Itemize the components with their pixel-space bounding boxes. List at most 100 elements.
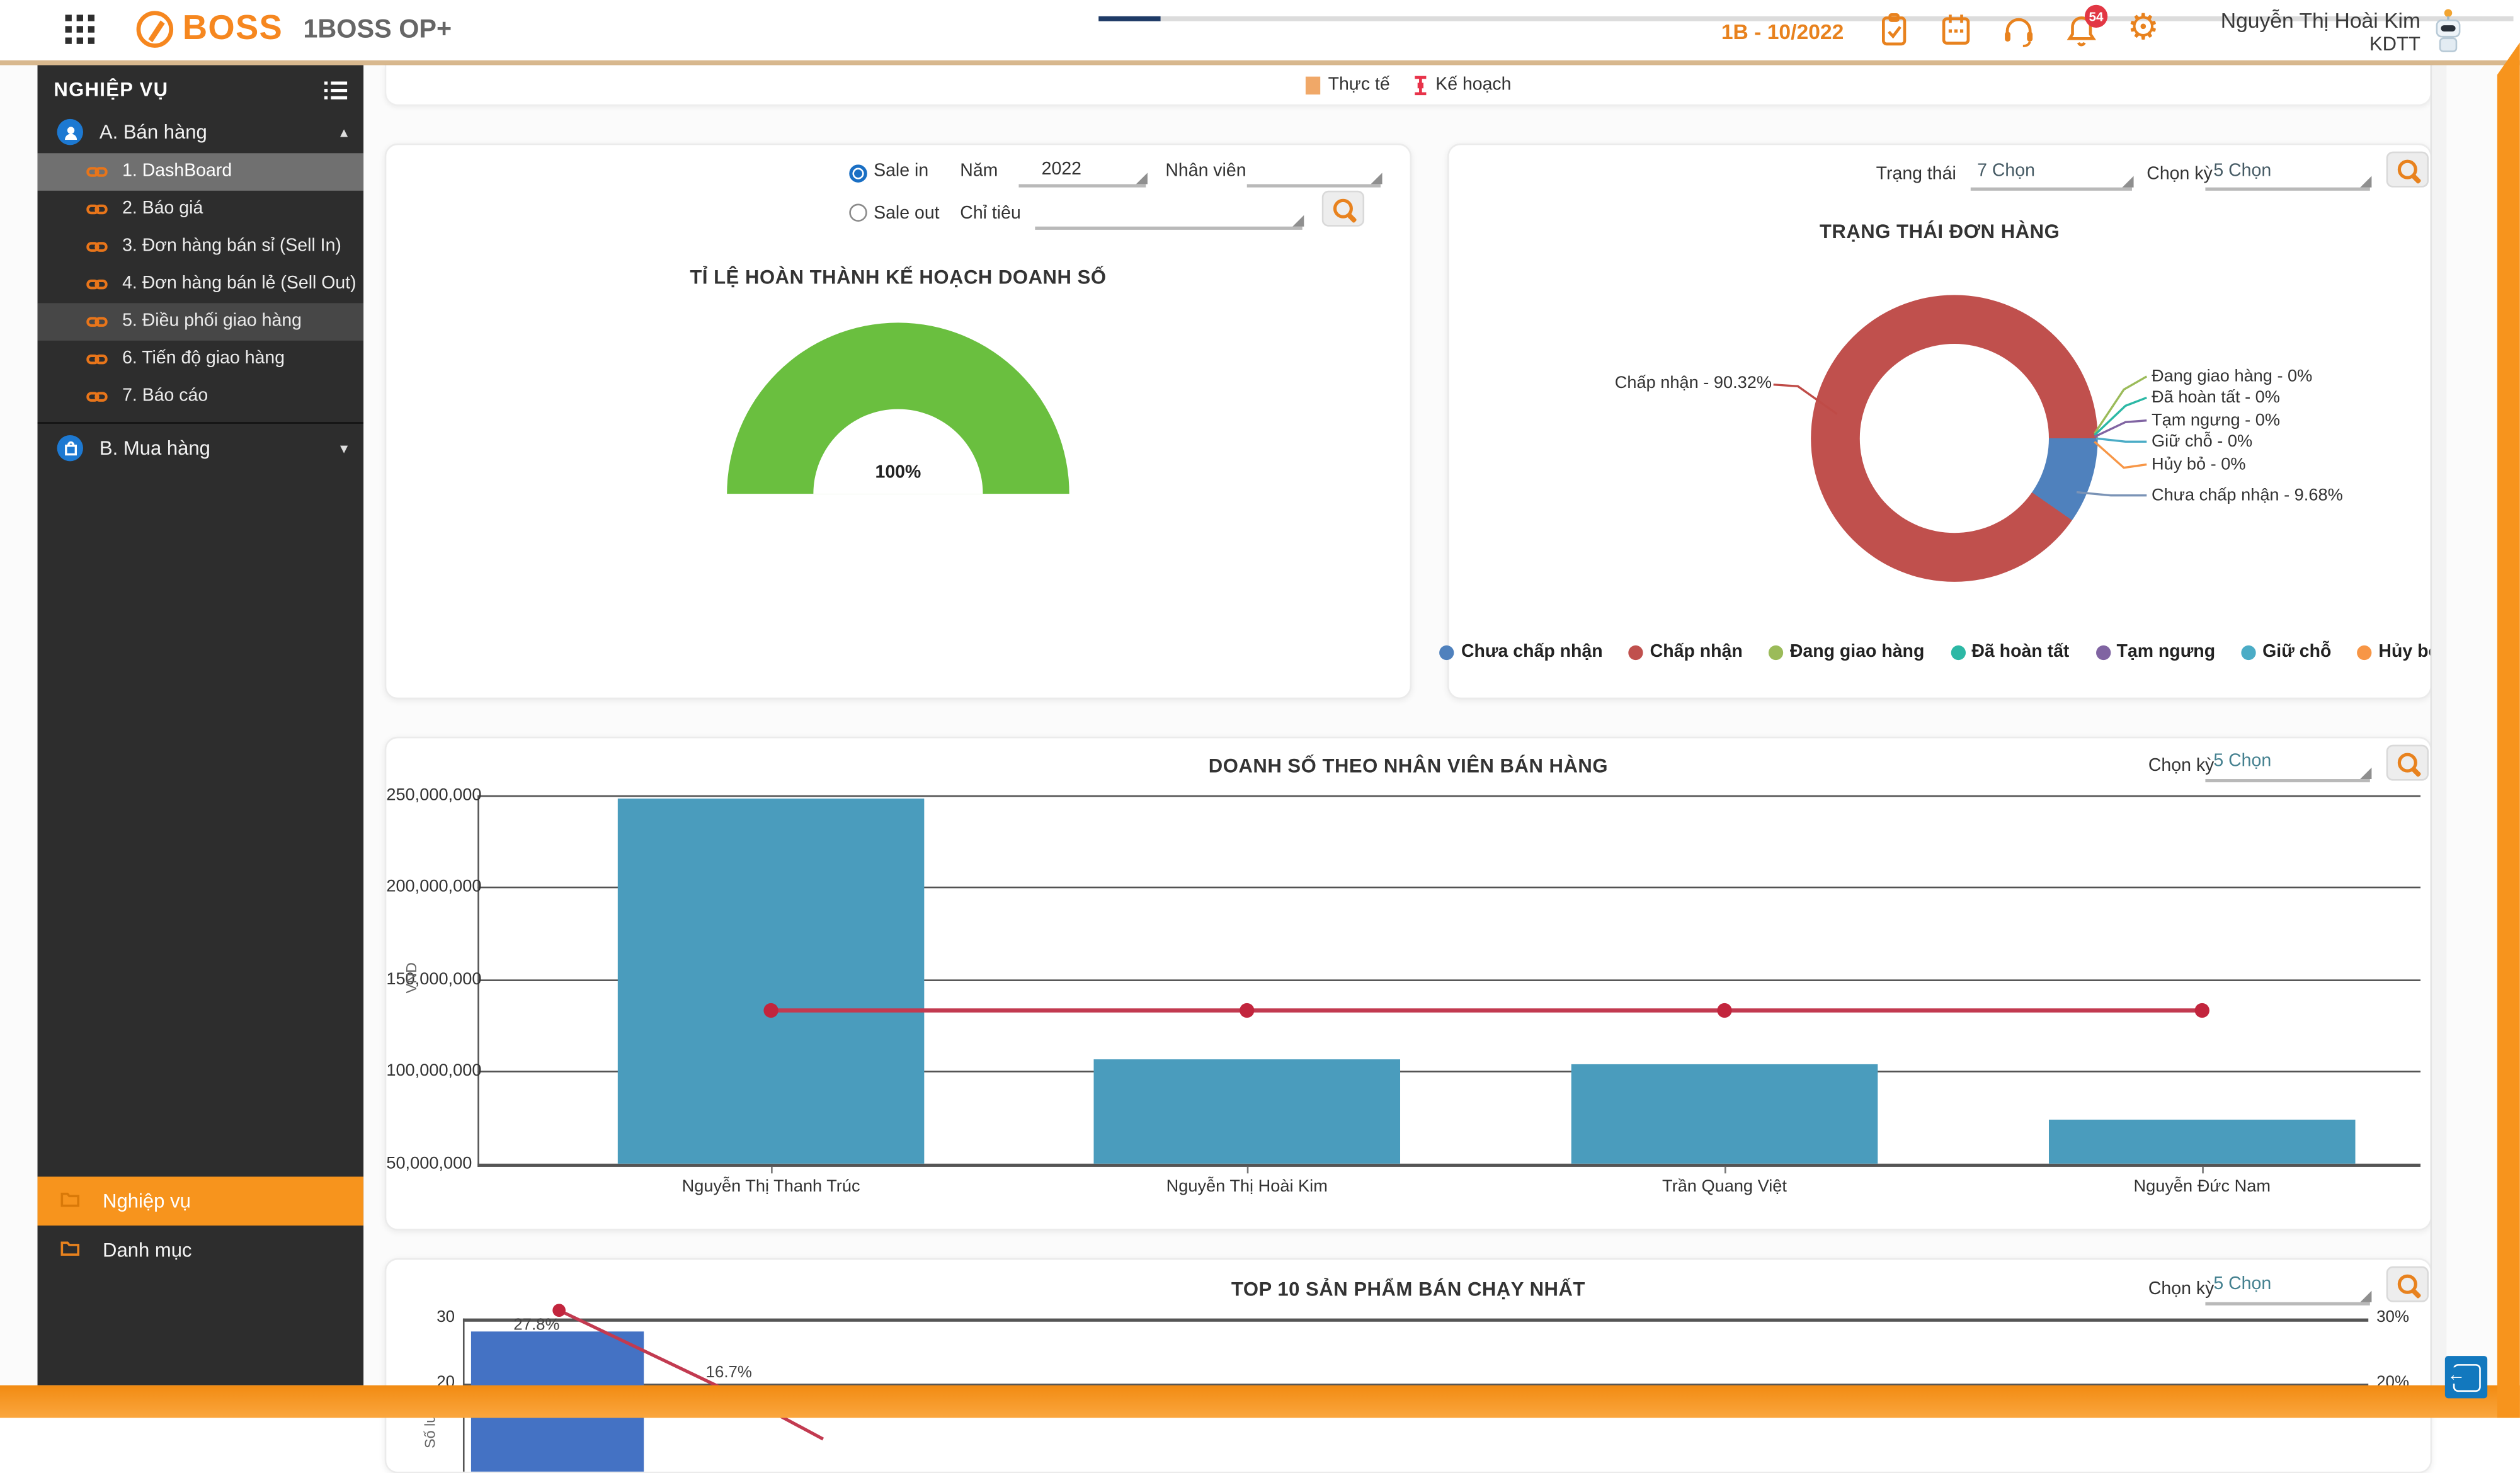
user-name: Nguyễn Thị Hoài Kim xyxy=(2220,8,2421,33)
legend-item[interactable]: Tạm ngưng xyxy=(2095,642,2215,662)
period-label: Chọn kỳ xyxy=(2147,164,2213,185)
status-select[interactable]: 7 Chọn xyxy=(1970,155,2134,191)
order-status-donut[interactable] xyxy=(1811,295,2098,582)
sidebar-item-delivery-dispatch[interactable]: 5. Điều phối giao hàng xyxy=(37,303,364,341)
folder-icon xyxy=(60,1240,80,1256)
bar-quang-viet[interactable] xyxy=(1571,1064,1878,1164)
topbar-divider xyxy=(0,60,2520,65)
x-tick xyxy=(1246,1166,1249,1174)
x-label: Trần Quang Việt xyxy=(1662,1176,1787,1197)
gauge-card: Sale in Năm 2022 Nhân viên Sale out Chỉ … xyxy=(384,143,1412,700)
sidebar-item-dashboard[interactable]: 1. DashBoard xyxy=(37,153,364,191)
link-icon xyxy=(86,277,108,292)
employee-select[interactable] xyxy=(1246,152,1383,188)
legend-item[interactable]: Hủy bỏ xyxy=(2357,642,2439,662)
sidebar-item-quotes[interactable]: 2. Báo giá xyxy=(38,191,364,229)
sidebar-footer-nghiep-vu[interactable]: Nghiệp vụ xyxy=(37,1176,364,1226)
sidebar-item-delivery-progress[interactable]: 6. Tiến độ giao hàng xyxy=(38,341,364,378)
legend-actual-label: Thực tế xyxy=(1328,75,1390,95)
vertical-scrollbar[interactable] xyxy=(2430,65,2447,1385)
horizontal-scrollbar[interactable] xyxy=(1098,16,2514,21)
top10-title: TOP 10 SẢN PHẨM BÁN CHẠY NHẤT xyxy=(1231,1277,1585,1301)
list-toggle-icon[interactable] xyxy=(324,81,348,100)
sidebar-item-reports[interactable]: 7. Báo cáo xyxy=(38,378,364,416)
bar-duc-nam[interactable] xyxy=(2048,1119,2356,1164)
legend-dot xyxy=(1629,644,1644,659)
callout-cancelled: Hủy bỏ - 0% xyxy=(2152,455,2246,475)
sidebar-item-label: 1. DashBoard xyxy=(122,161,232,181)
radio-sale-out[interactable] xyxy=(849,203,867,222)
collapse-arrow-icon[interactable]: ▲ xyxy=(337,125,351,140)
sidebar-item-sell-in[interactable]: 3. Đơn hàng bán sỉ (Sell In) xyxy=(38,228,364,266)
horizontal-scrollbar-thumb[interactable] xyxy=(1098,16,1161,21)
sidebar: NGHIỆP VỤ A. Bán hàng ▲ 1. DashBoard 2. … xyxy=(37,65,364,1385)
legend-item[interactable]: Đang giao hàng xyxy=(1769,642,1924,662)
right-tick: 30% xyxy=(2376,1309,2409,1327)
sidebar-item-label: 2. Báo giá xyxy=(122,198,203,219)
sales-search-button[interactable] xyxy=(2386,744,2429,781)
expand-arrow-icon[interactable]: ▼ xyxy=(337,441,351,457)
period-select[interactable]: 5 Chọn xyxy=(2205,746,2372,783)
target-label: Chỉ tiêu xyxy=(960,203,1021,224)
legend-item[interactable]: Đã hoàn tất xyxy=(1950,642,2069,662)
legend-dot xyxy=(2241,644,2256,659)
callout-not-accepted: Chưa chấp nhận - 9.68% xyxy=(2152,486,2343,506)
sidebar-footer-danh-muc[interactable]: Danh mục xyxy=(38,1226,364,1275)
year-select[interactable]: 2022 xyxy=(1018,152,1148,188)
legend-item[interactable]: Chấp nhận xyxy=(1629,642,1743,662)
period-indicator: 1B - 10/2022 xyxy=(1721,20,1844,44)
sidebar-item-label: 6. Tiến độ giao hàng xyxy=(122,348,285,368)
bar-thanh-truc[interactable] xyxy=(617,799,925,1164)
top10-search-button[interactable] xyxy=(2386,1266,2429,1302)
legend-item[interactable]: Giữ chỗ xyxy=(2241,642,2331,662)
exit-arrow-icon: ← xyxy=(2447,1363,2480,1391)
legend-dot xyxy=(1769,644,1784,659)
purchasing-section-icon xyxy=(57,435,83,462)
status-search-button[interactable] xyxy=(2386,151,2429,188)
x-tick xyxy=(1724,1166,1726,1174)
legend-item[interactable]: Chưa chấp nhận xyxy=(1440,642,1603,662)
sidebar-footer-label: Nghiệp vụ xyxy=(103,1190,191,1213)
support-headset-icon[interactable] xyxy=(2002,13,2036,47)
gauge-search-button[interactable] xyxy=(1321,190,1365,227)
y-tick: 50,000,000 xyxy=(386,1154,472,1174)
sales-section-icon xyxy=(57,118,83,145)
target-select[interactable] xyxy=(1035,194,1304,230)
app-grid-icon[interactable] xyxy=(65,14,95,44)
period-select[interactable]: 5 Chọn xyxy=(2205,1270,2372,1305)
app-title: 1BOSS OP+ xyxy=(303,16,452,44)
user-block[interactable]: Nguyễn Thị Hoài Kim KDTT xyxy=(2184,8,2420,57)
user-unit: KDTT xyxy=(2369,32,2421,55)
notification-badge: 54 xyxy=(2084,4,2108,28)
bar-hoai-kim[interactable] xyxy=(1093,1059,1401,1164)
callout-reserved: Giữ chỗ - 0% xyxy=(2152,431,2253,452)
period-label: Chọn kỳ xyxy=(2148,1279,2215,1299)
sidebar-item-sell-out[interactable]: 4. Đơn hàng bán lẻ (Sell Out) xyxy=(38,266,364,304)
footer-bar xyxy=(0,1385,2520,1418)
sidebar-item-label: 3. Đơn hàng bán sỉ (Sell In) xyxy=(122,236,341,256)
gridline xyxy=(477,795,2421,797)
exit-button[interactable]: ← xyxy=(2444,1356,2488,1399)
radio-sale-in[interactable] xyxy=(849,164,867,183)
radio-sale-out-label: Sale out xyxy=(874,203,940,224)
radio-sale-in-label: Sale in xyxy=(874,161,929,181)
legend-actual-swatch xyxy=(1305,76,1320,94)
calendar-icon[interactable] xyxy=(1940,13,1973,47)
settings-gear-icon[interactable]: ⚙ xyxy=(2127,6,2160,48)
y-tick: 100,000,000 xyxy=(386,1061,482,1081)
sidebar-section-purchasing[interactable]: B. Mua hàng ▼ xyxy=(38,430,364,468)
period-select[interactable]: 5 Chọn xyxy=(2205,155,2372,191)
x-axis-line xyxy=(477,1163,2421,1167)
period-value: 5 Chọn xyxy=(2213,751,2272,771)
link-icon xyxy=(86,314,108,329)
y-tick: 150,000,000 xyxy=(386,969,482,989)
assistant-avatar[interactable] xyxy=(2432,8,2465,54)
y-tick: 200,000,000 xyxy=(386,877,482,897)
search-icon xyxy=(1333,198,1353,219)
gauge-value: 100% xyxy=(875,462,921,483)
search-icon xyxy=(2397,1274,2417,1294)
sidebar-section-sales[interactable]: A. Bán hàng ▲ xyxy=(38,114,364,152)
status-title: TRẠNG THÁI ĐƠN HÀNG xyxy=(1819,220,2060,243)
tasks-icon[interactable] xyxy=(1878,13,1910,47)
gridline xyxy=(477,979,2421,981)
